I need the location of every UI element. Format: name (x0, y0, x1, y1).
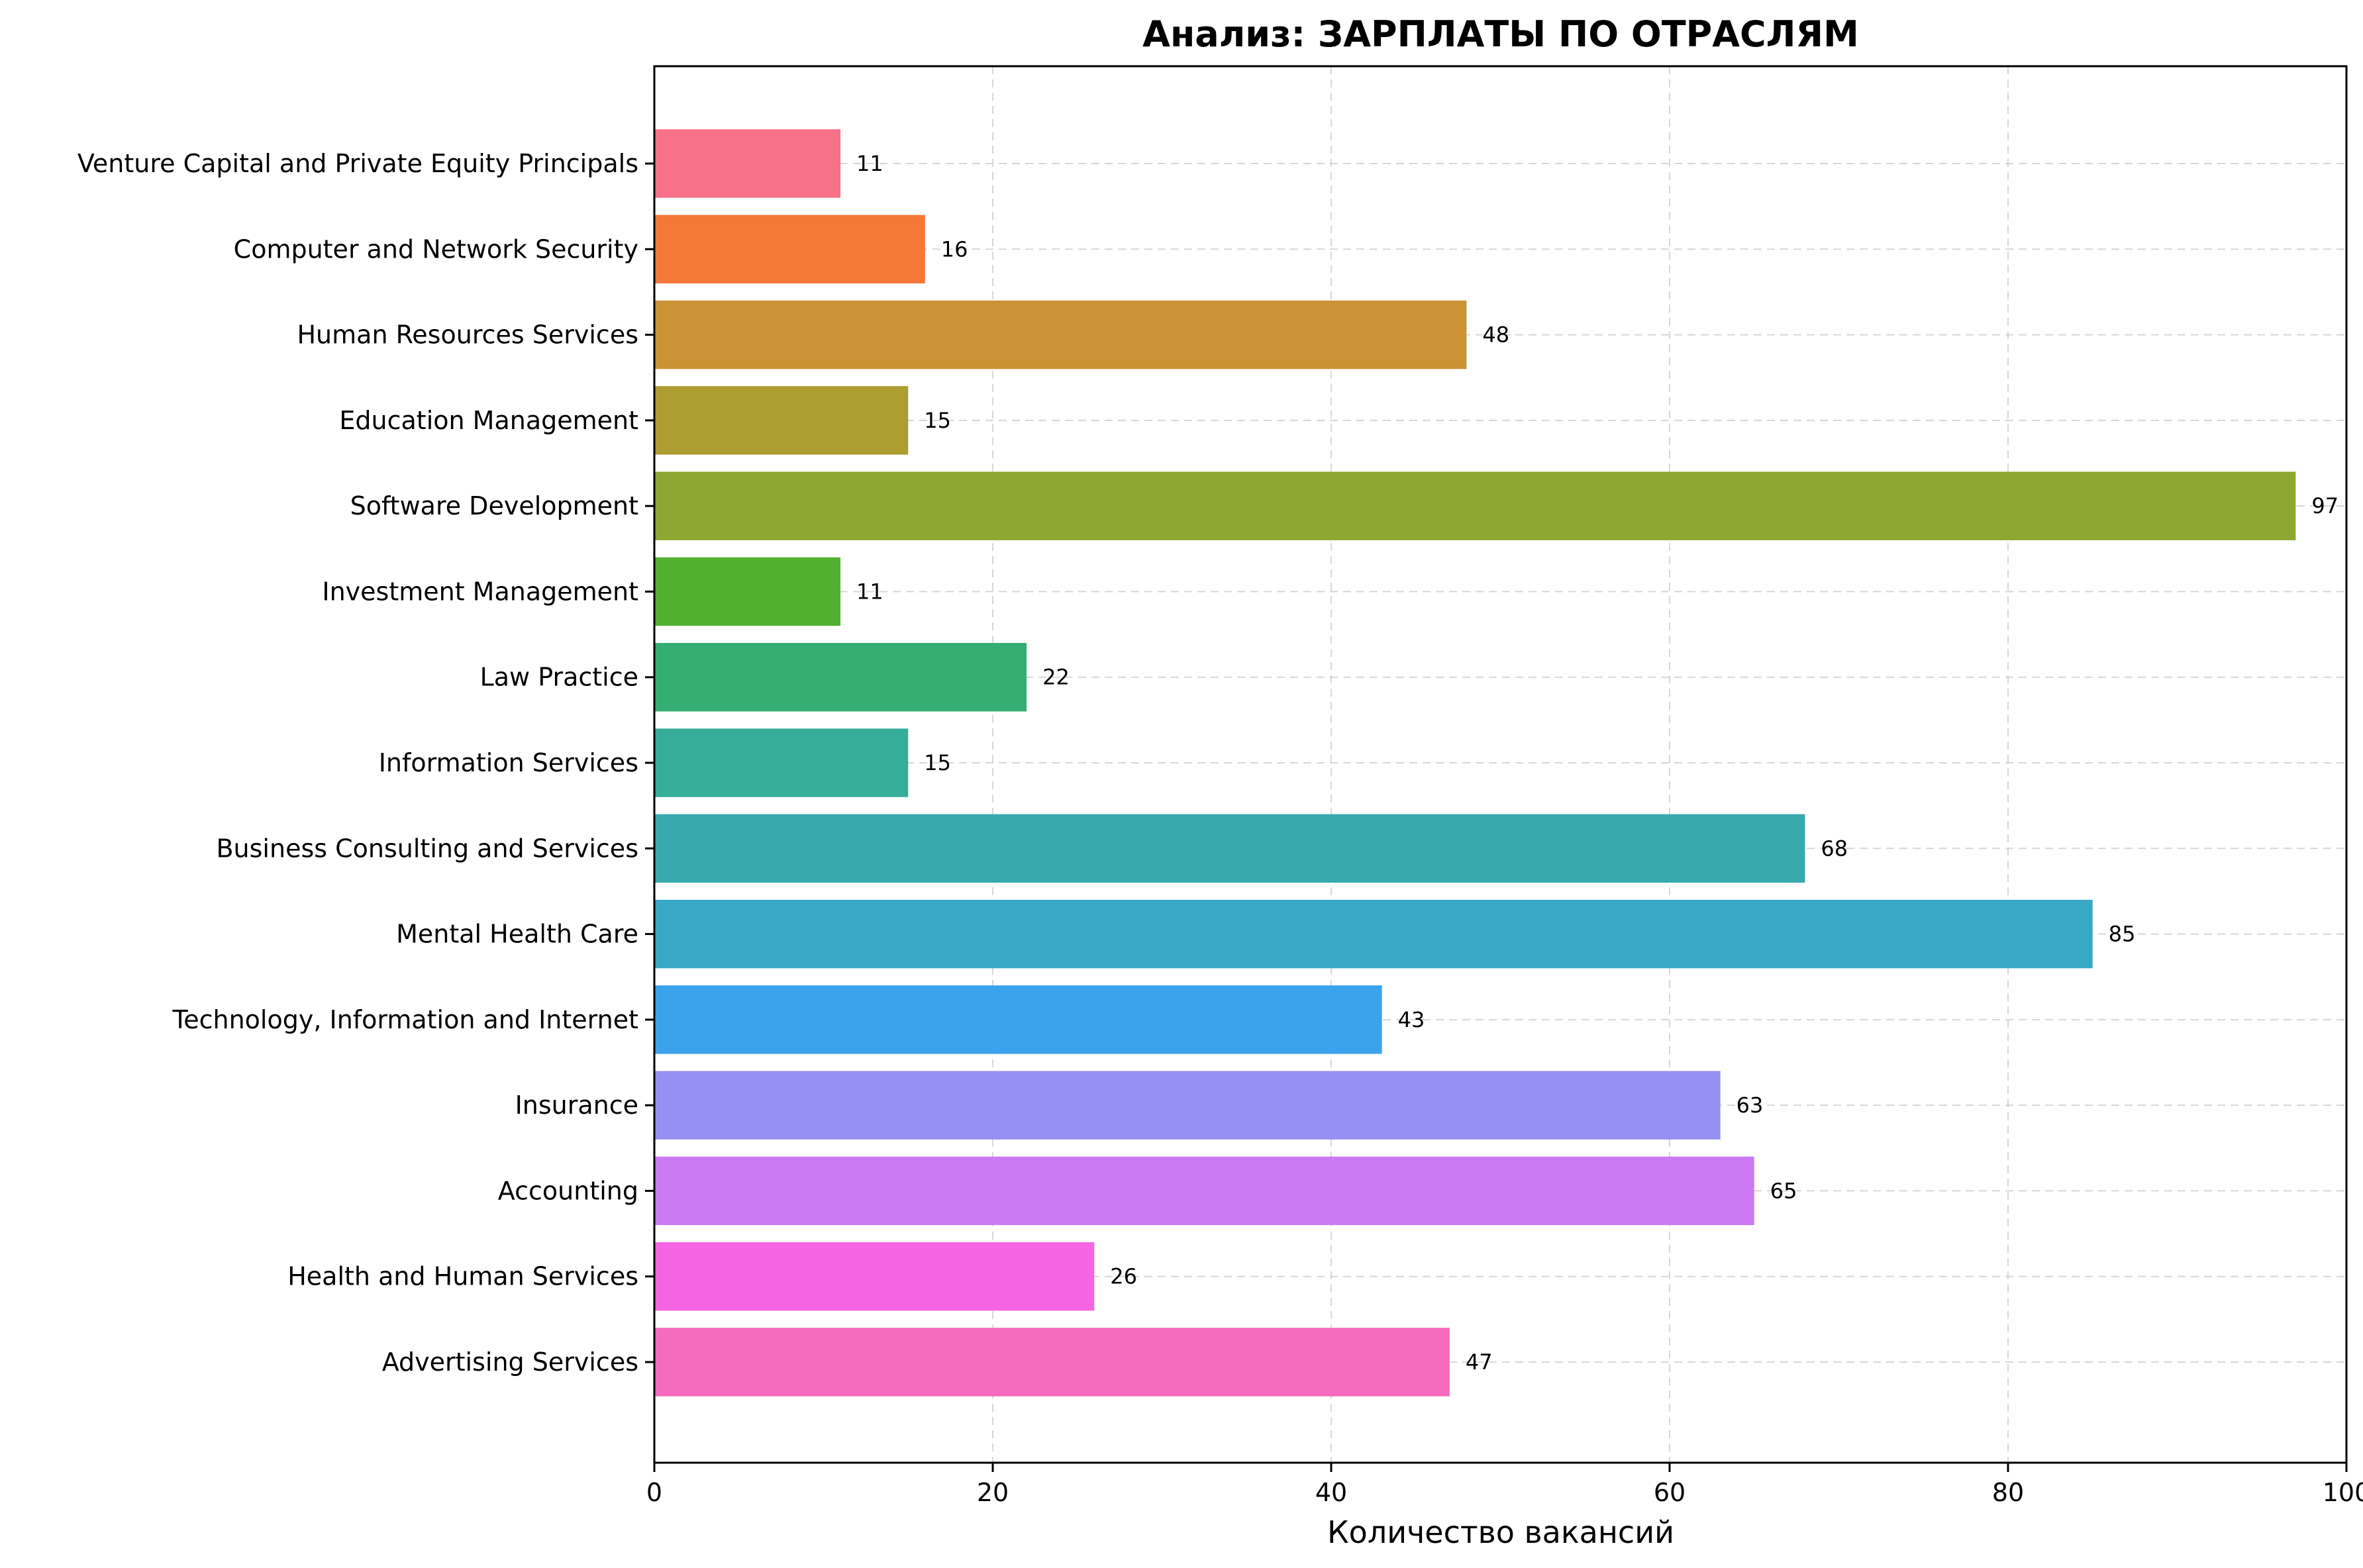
bars-layer (654, 129, 2296, 1396)
bar-value-label: 22 (1042, 665, 1070, 690)
bar (654, 215, 925, 283)
bar (654, 643, 1027, 712)
plot-area-frame (653, 65, 2348, 1464)
bar-value-label: 97 (2311, 493, 2338, 518)
bar (654, 1242, 1095, 1311)
bar (654, 1328, 1450, 1396)
x-tick-label: 40 (1315, 1478, 1347, 1507)
x-tick-label: 20 (977, 1478, 1009, 1507)
value-labels-layer: 11 16 48 15 97 11 22 15 68 85 43 63 65 26 47 (856, 151, 2338, 1375)
y-tick-label: Software Development (350, 491, 638, 520)
y-tick-label: Mental Health Care (396, 920, 638, 949)
bar-value-label: 15 (924, 408, 951, 433)
x-tick-label: 0 (646, 1478, 662, 1507)
bar (654, 300, 1467, 369)
bar-value-label: 11 (856, 579, 883, 604)
bar-value-label: 65 (1770, 1178, 1797, 1203)
bar (654, 1156, 1754, 1226)
y-tick-label: Computer and Network Security (234, 234, 638, 264)
bar-value-label: 11 (856, 151, 883, 176)
bar (654, 728, 909, 797)
x-axis-ticks: 0 20 40 60 80 100 (646, 1463, 2363, 1507)
bar-value-label: 15 (924, 750, 951, 775)
bar (654, 899, 2093, 969)
y-tick-label: Education Management (339, 406, 638, 435)
bar-value-label: 85 (2109, 922, 2136, 947)
y-tick-label: Accounting (498, 1176, 638, 1205)
x-tick-label: 100 (2323, 1478, 2363, 1507)
y-axis-ticks: Venture Capital and Private Equity Princ… (77, 149, 654, 1377)
y-tick-label: Advertising Services (382, 1348, 638, 1377)
x-axis-label: Количество вакансий (1327, 1514, 1674, 1550)
y-tick-label: Law Practice (480, 663, 638, 692)
bar (654, 557, 841, 626)
x-tick-label: 60 (1654, 1478, 1685, 1507)
bar (654, 1071, 1721, 1140)
bar (654, 471, 2296, 540)
bar-value-label: 43 (1398, 1007, 1425, 1032)
chart-title: Анализ: ЗАРПЛАТЫ ПО ОТРАСЛЯМ (1142, 13, 1859, 55)
bar-value-label: 47 (1466, 1349, 1493, 1375)
y-tick-label: Venture Capital and Private Equity Princ… (77, 149, 638, 178)
bar-value-label: 48 (1482, 322, 1509, 348)
y-tick-label: Information Services (379, 748, 638, 777)
bar (654, 814, 1805, 883)
bar-value-label: 63 (1736, 1093, 1764, 1118)
y-tick-label: Investment Management (322, 577, 638, 606)
y-tick-label: Human Resources Services (297, 320, 638, 350)
y-tick-label: Technology, Information and Internet (172, 1005, 638, 1034)
bar (654, 386, 909, 455)
x-tick-label: 80 (1992, 1478, 2024, 1507)
bar (654, 129, 841, 198)
y-tick-label: Insurance (515, 1091, 638, 1120)
bar (654, 985, 1382, 1054)
bar-value-label: 16 (941, 236, 968, 262)
y-tick-label: Business Consulting and Services (216, 834, 638, 863)
y-tick-label: Health and Human Services (287, 1262, 638, 1291)
bar-value-label: 26 (1110, 1264, 1137, 1289)
bar-value-label: 68 (1821, 836, 1848, 861)
